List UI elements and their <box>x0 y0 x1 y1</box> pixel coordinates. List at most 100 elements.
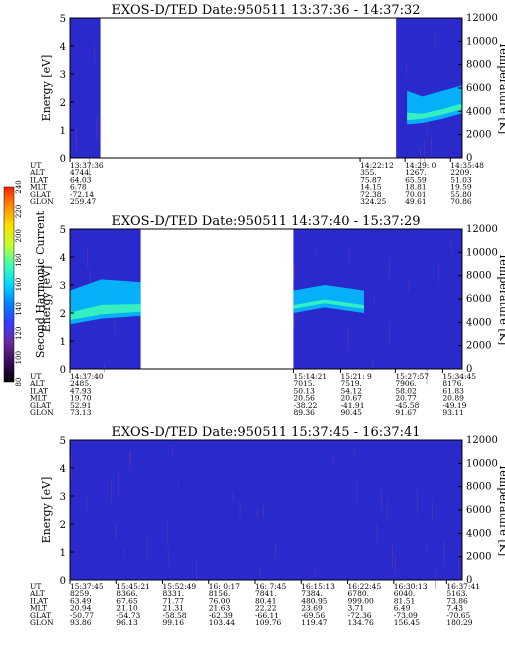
ephemeris-row-label: GLAT <box>30 401 51 410</box>
ephemeris-value: 3.71 <box>348 604 365 613</box>
y-tick-label: 1 <box>60 548 66 559</box>
ephemeris-value: 2209. <box>450 168 471 177</box>
ephemeris-value: 76.00 <box>209 596 231 605</box>
ephemeris-value: -62.39 <box>209 611 233 620</box>
ephemeris-value: 49.61 <box>405 197 426 206</box>
ephemeris-value: -72.14 <box>70 190 94 199</box>
y2-tick-label: 12000 <box>466 13 498 24</box>
y2-tick-label: 8000 <box>466 482 491 493</box>
ephemeris-row-label: UT <box>30 161 41 170</box>
y-tick-label: 5 <box>60 14 66 25</box>
ephemeris-value: 6040. <box>394 589 415 598</box>
y2-tick-label: 8000 <box>466 60 491 71</box>
ephemeris-value: 15:21: 9 <box>340 372 372 381</box>
ephemeris-row-label: ALT <box>29 379 45 388</box>
ephemeris-value: 64.03 <box>70 175 92 184</box>
ephemeris-value: 93.86 <box>70 618 92 627</box>
ephemeris-value: 180.29 <box>446 618 472 627</box>
ephemeris-value: 93.11 <box>442 408 463 417</box>
spectrogram-panel-3: EXOS-D/TED Date:950511 15:37:45 - 16:37:… <box>29 425 505 627</box>
y-axis-label: Energy [eV] <box>40 477 53 544</box>
ephemeris-value: 50.13 <box>293 386 315 395</box>
y2-tick-label: 10000 <box>466 458 498 469</box>
y-tick-label: 1 <box>60 337 66 348</box>
ephemeris-value: 8366. <box>116 589 137 598</box>
y-tick-label: 4 <box>60 253 66 264</box>
y2-tick-label: 6000 <box>466 505 491 516</box>
panel-title: EXOS-D/TED Date:950511 14:37:40 - 15:37:… <box>111 214 420 229</box>
ephemeris-value: -49.19 <box>442 401 466 410</box>
ephemeris-value: 480.95 <box>301 596 327 605</box>
y2-tick-label: 4000 <box>466 106 491 117</box>
ephemeris-value: 65.59 <box>405 175 427 184</box>
ephemeris-value: 89.36 <box>293 408 315 417</box>
ephemeris-value: 70.86 <box>450 197 472 206</box>
ephemeris-value: 70.01 <box>405 190 426 199</box>
y2-axis-label: Temperature [K] <box>497 464 505 556</box>
ephemeris-value: 355. <box>360 168 377 177</box>
y2-tick-label: 2000 <box>466 552 491 563</box>
ephemeris-value: 20.56 <box>293 394 315 403</box>
ephemeris-value: 71.77 <box>163 596 185 605</box>
y-tick-label: 5 <box>60 225 66 236</box>
data-segment-fill <box>70 440 462 580</box>
y2-tick-label: 12000 <box>466 435 498 446</box>
data-segment <box>70 440 462 589</box>
ephemeris-row-label: UT <box>30 582 41 591</box>
colorbar-label: Second Harmonic Current <box>34 210 47 358</box>
y2-tick-label: 12000 <box>466 224 498 235</box>
y-tick-label: 3 <box>60 492 66 503</box>
ephemeris-value: -72.36 <box>348 611 372 620</box>
ephemeris-value: 81.51 <box>394 596 415 605</box>
ephemeris-value: 259.47 <box>70 197 96 206</box>
ephemeris-row-label: MLT <box>30 604 47 613</box>
ephemeris-value: 18.81 <box>405 183 426 192</box>
ephemeris-value: 324.25 <box>360 197 386 206</box>
ephemeris-value: 20.77 <box>395 394 417 403</box>
ephemeris-row-label: ALT <box>29 589 45 598</box>
y-axis-label: Energy [eV] <box>40 55 53 122</box>
ephemeris-value: 21.10 <box>116 604 138 613</box>
ephemeris-value: 15:27:57 <box>395 372 429 381</box>
y2-tick-label: 2000 <box>466 341 491 352</box>
ephemeris-value: 7841. <box>255 589 276 598</box>
y2-tick-label: 6000 <box>466 294 491 305</box>
ephemeris-row-label: MLT <box>30 394 47 403</box>
ephemeris-value: 6.78 <box>70 183 87 192</box>
ephemeris-value: 2485. <box>70 379 91 388</box>
ephemeris-value: 8176. <box>442 379 463 388</box>
ephemeris-value: 55.80 <box>450 190 472 199</box>
ephemeris-value: 20.89 <box>442 394 464 403</box>
y-tick-label: 3 <box>60 70 66 81</box>
ephemeris-value: 6780. <box>348 589 369 598</box>
ephemeris-value: 67.65 <box>116 596 138 605</box>
ephemeris-value: 90.45 <box>340 408 362 417</box>
ephemeris-value: 16:30:13 <box>394 582 428 591</box>
ephemeris-value: 7384. <box>301 589 322 598</box>
ephemeris-value: 51.03 <box>450 175 472 184</box>
ephemeris-value: 15:52:49 <box>163 582 197 591</box>
y-tick-label: 0 <box>60 576 66 587</box>
ephemeris-row-label: GLON <box>30 408 54 417</box>
y-tick-label: 2 <box>60 98 66 109</box>
ephemeris-value: 16:22:45 <box>348 582 382 591</box>
ephemeris-value: 16:15:13 <box>301 582 335 591</box>
ephemeris-value: 103.44 <box>209 618 235 627</box>
ephemeris-value: 80.41 <box>255 596 276 605</box>
ephemeris-row-label: ILAT <box>30 596 48 605</box>
ephemeris-value: 109.76 <box>255 618 281 627</box>
ephemeris-value: 16: 7:45 <box>255 582 287 591</box>
ephemeris-value: 8156. <box>209 589 230 598</box>
y2-tick-label: 0 <box>466 153 472 164</box>
spectrogram-panel-1: EXOS-D/TED Date:950511 13:37:36 - 14:37:… <box>29 3 505 206</box>
ephemeris-row-label: GLON <box>30 618 54 627</box>
ephemeris-value: 1267. <box>405 168 426 177</box>
colorbar-tick-label: 140 <box>15 302 23 315</box>
ephemeris-value: 15:45:21 <box>116 582 150 591</box>
colorbar: 80 100 120 140 160 180 200 220 240 Second Harmoni… <box>3 180 47 386</box>
ephemeris-value: 75.87 <box>360 175 382 184</box>
ephemeris-value: 7.43 <box>446 604 463 613</box>
ephemeris-value: 22.22 <box>255 604 277 613</box>
ephemeris-value: 91.67 <box>395 408 417 417</box>
